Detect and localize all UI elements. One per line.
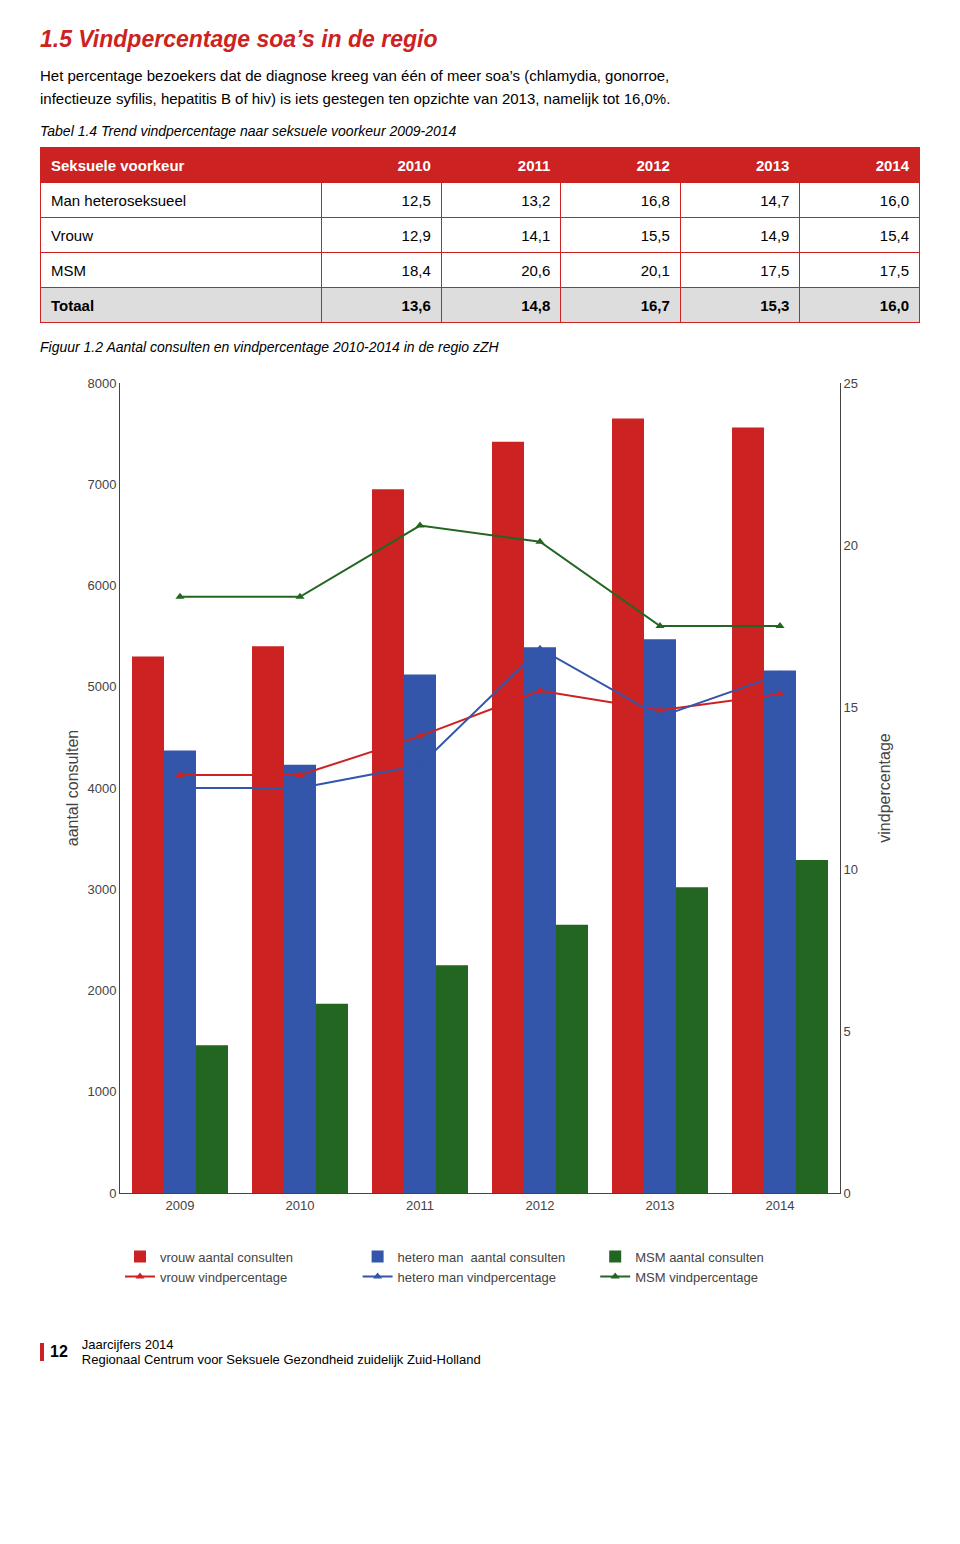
svg-text:MSM vindpercentage: MSM vindpercentage	[635, 1270, 758, 1285]
html-text:14,1: 14,1	[521, 226, 551, 244]
svg-text:vrouw vindpercentage: vrouw vindpercentage	[160, 1270, 287, 1285]
svg-text:2010: 2010	[286, 1198, 315, 1213]
svg-text:15: 15	[844, 700, 858, 715]
html-text:2014: 2014	[875, 156, 909, 174]
svg-text:MSM aantal consulten: MSM aantal consulten	[635, 1250, 764, 1265]
svg-text:0: 0	[844, 1186, 851, 1201]
html-text:2012: 2012	[636, 156, 670, 174]
svg-text:8000: 8000	[87, 376, 116, 391]
svg-text:1000: 1000	[87, 1084, 116, 1099]
svg-text:5: 5	[844, 1024, 851, 1039]
svg-text:2000: 2000	[87, 983, 116, 998]
html-text:Totaal: Totaal	[51, 296, 95, 314]
html-text:16,8: 16,8	[640, 191, 670, 209]
svg-text:vindpercentage: vindpercentage	[876, 733, 893, 843]
html-text:20,6: 20,6	[521, 261, 551, 279]
html-text:Jaarcijfers 2014: Jaarcijfers 2014	[81, 1337, 174, 1352]
svg-text:aantal consulten: aantal consulten	[64, 730, 81, 847]
svg-text:2014: 2014	[766, 1198, 795, 1213]
svg-text:7000: 7000	[87, 477, 116, 492]
html-text:13,6: 13,6	[401, 296, 431, 314]
svg-text:2009: 2009	[166, 1198, 195, 1213]
svg-text:2012: 2012	[526, 1198, 555, 1213]
svg-text:6000: 6000	[87, 578, 116, 593]
html-text:16,7: 16,7	[640, 296, 670, 314]
html-text:Seksuele voorkeur: Seksuele voorkeur	[51, 156, 185, 174]
html-text:15,5: 15,5	[640, 226, 670, 244]
svg-text:10: 10	[844, 862, 858, 877]
svg-text:0: 0	[109, 1186, 116, 1201]
svg-text:5000: 5000	[87, 679, 116, 694]
html-text:12: 12	[50, 1343, 68, 1360]
html-text:17,5: 17,5	[760, 261, 790, 279]
html-text:14,9: 14,9	[760, 226, 790, 244]
svg-text:4000: 4000	[87, 781, 116, 796]
html-text:14,8: 14,8	[521, 296, 551, 314]
html-text:Vrouw: Vrouw	[51, 226, 93, 244]
html-text:15,3: 15,3	[760, 296, 790, 314]
html-text:Figuur 1.2 Aantal consulten en: Figuur 1.2 Aantal consulten en vindperce…	[40, 339, 499, 355]
html-text:15,4: 15,4	[879, 226, 909, 244]
html-text:MSM: MSM	[51, 261, 86, 279]
html-text:17,5: 17,5	[879, 261, 909, 279]
html-text:Regionaal Centrum voor Seksuel: Regionaal Centrum voor Seksuele Gezondhe…	[81, 1352, 481, 1367]
svg-text:2013: 2013	[646, 1198, 675, 1213]
html-text:16,0: 16,0	[879, 296, 909, 314]
svg-text:hetero man aantal consulten: hetero man aantal consulten	[398, 1250, 566, 1265]
svg-text:2011: 2011	[406, 1198, 434, 1213]
html-text:16,0: 16,0	[879, 191, 909, 209]
html-text:20,1: 20,1	[640, 261, 670, 279]
html-text:12,5: 12,5	[401, 191, 431, 209]
html-text:1.5 Vindpercentage soa’s in de: 1.5 Vindpercentage soa’s in de regio	[40, 26, 438, 52]
html-text:Het percentage bezoekers dat d: Het percentage bezoekers dat de diagnose…	[40, 67, 670, 84]
svg-text:20: 20	[844, 538, 858, 553]
html-text:13,2: 13,2	[521, 191, 551, 209]
html-text:Tabel 1.4 Trend vindpercentage: Tabel 1.4 Trend vindpercentage naar seks…	[40, 123, 457, 139]
svg-text:hetero man vindpercentage: hetero man vindpercentage	[398, 1270, 556, 1285]
html-text:2010: 2010	[397, 156, 431, 174]
html-text:2013: 2013	[756, 156, 790, 174]
html-text:Man heteroseksueel: Man heteroseksueel	[51, 191, 187, 209]
svg-text:25: 25	[844, 376, 858, 391]
html-text:2011: 2011	[517, 156, 551, 174]
svg-text:vrouw aantal consulten: vrouw aantal consulten	[160, 1250, 293, 1265]
html-text:infectieuze syfilis, hepatitis: infectieuze syfilis, hepatitis B of hiv)…	[40, 90, 671, 107]
html-text:14,7: 14,7	[760, 191, 790, 209]
html-text:18,4: 18,4	[401, 261, 431, 279]
svg-text:3000: 3000	[87, 882, 116, 897]
html-text:12,9: 12,9	[401, 226, 431, 244]
